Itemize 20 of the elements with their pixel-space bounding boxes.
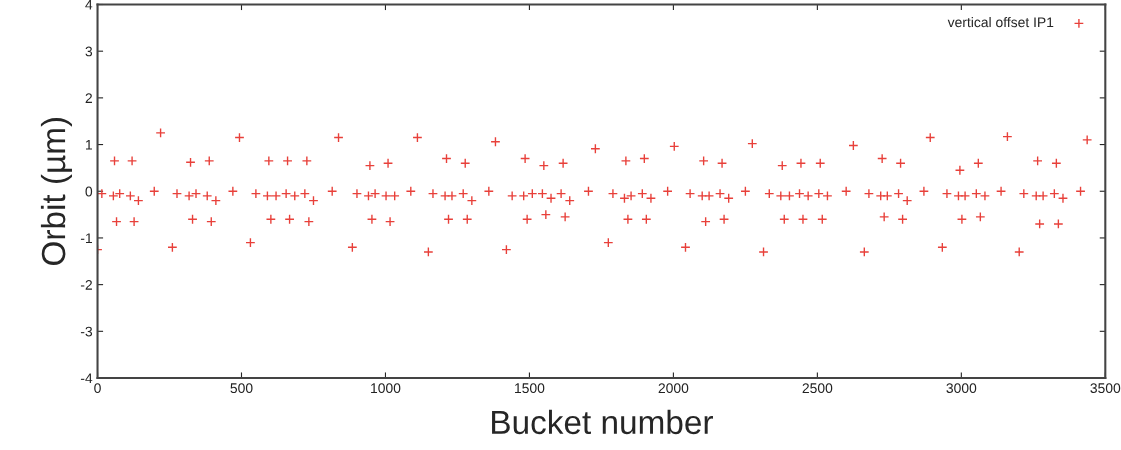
y-tick-label: 1 <box>86 140 92 150</box>
x-axis-title: Bucket number <box>492 409 713 435</box>
x-tick-label: 3500 <box>1090 383 1121 394</box>
x-tick-label: 1000 <box>371 383 401 394</box>
x-tick-label: 3000 <box>946 383 977 394</box>
y-tick-label: 4 <box>85 0 93 10</box>
y-tick-label: -3 <box>80 326 93 337</box>
y-tick-label: 2 <box>85 93 92 103</box>
x-tick-label: 2500 <box>802 383 833 394</box>
x-tick-label: 0 <box>94 383 101 394</box>
y-tick-label: -2 <box>80 279 92 290</box>
y-axis-title: Orbit (µm) <box>40 117 72 265</box>
y-tick-label: -4 <box>80 373 93 384</box>
y-tick-label: 0 <box>85 186 93 197</box>
legend-label: vertical offset IP1 <box>947 17 1054 28</box>
x-tick-label: 1500 <box>515 383 545 394</box>
y-tick-label: 3 <box>85 46 93 57</box>
x-tick-label: 500 <box>230 383 253 394</box>
x-tick-label: 2000 <box>658 383 689 394</box>
y-tick-label: -1 <box>80 233 92 243</box>
